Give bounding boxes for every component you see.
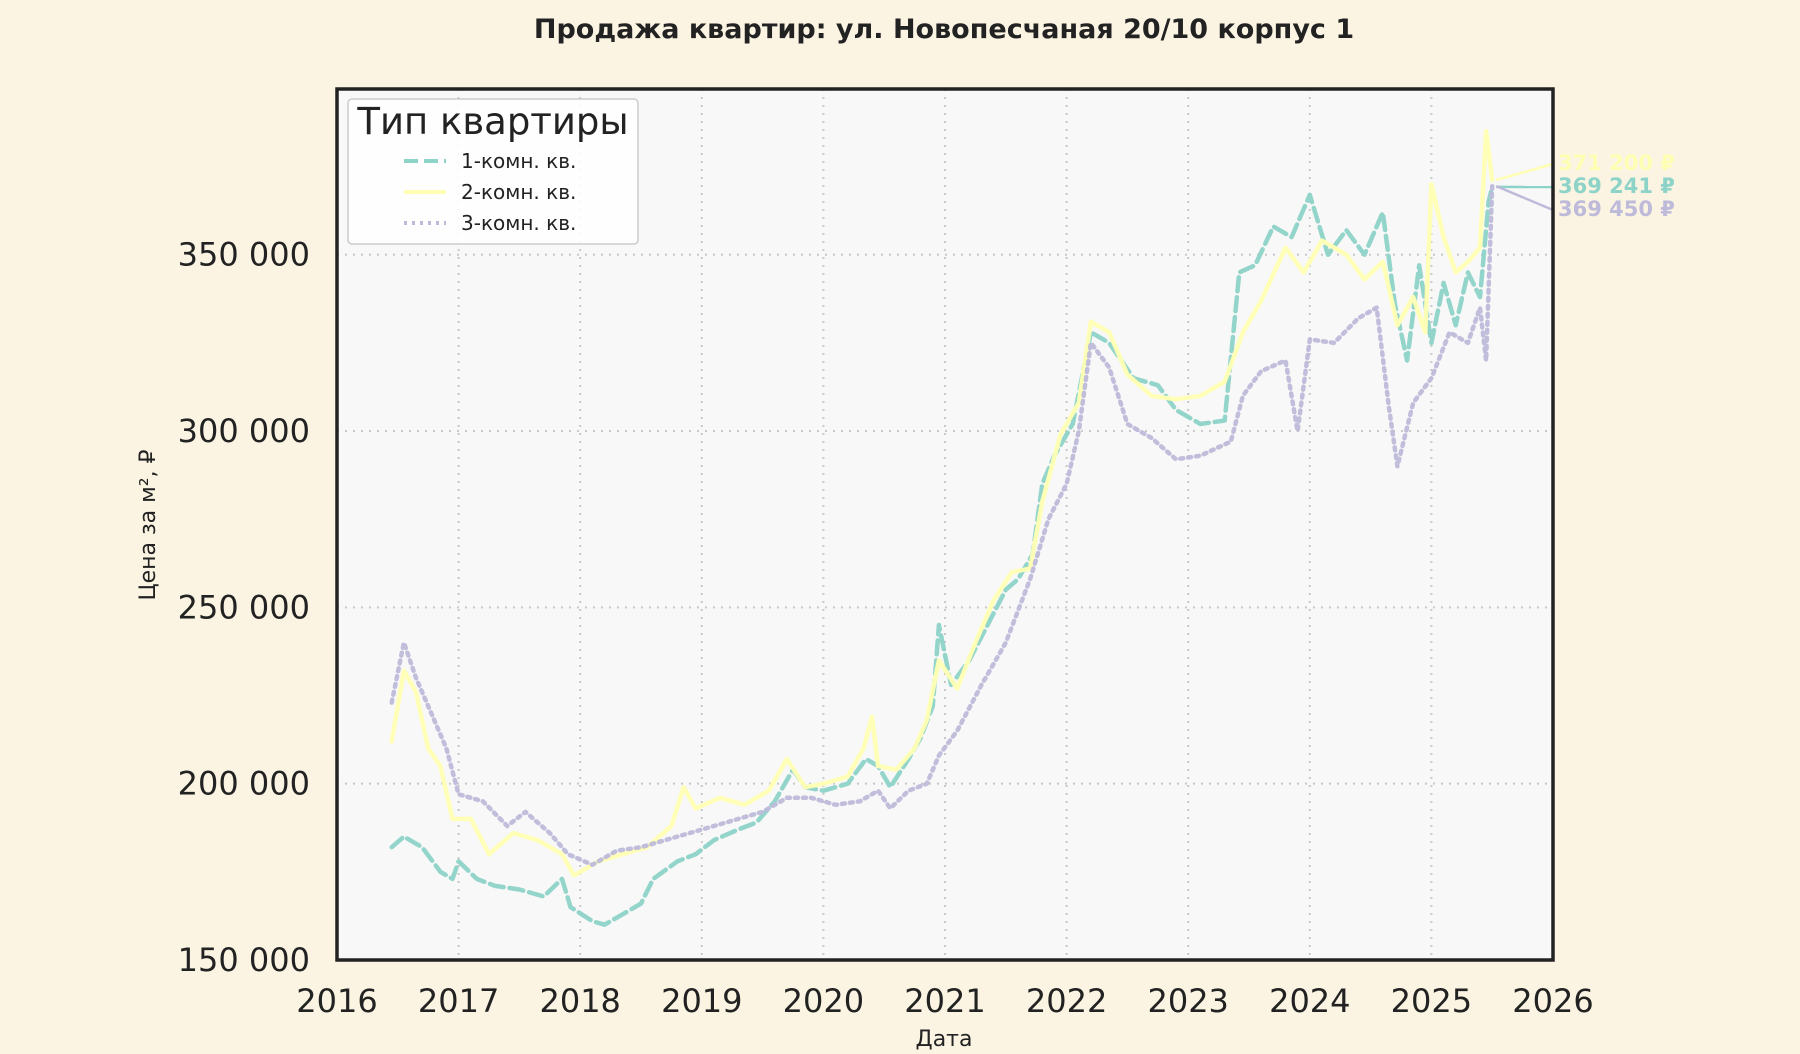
x-axis-title: Дата (916, 1027, 973, 1050)
x-tick-label: 2017 (418, 982, 499, 1020)
legend-label: 2-комн. кв. (461, 180, 576, 204)
end-label: 371 200 ₽ (1558, 151, 1675, 175)
legend: Тип квартиры 1-комн. кв. 2-комн. кв. 3-ком… (348, 99, 638, 244)
x-axis: 2016 2017 2018 2019 2020 2021 2022 2023 2024 2025… (296, 982, 1593, 1020)
y-tick-label: 150 000 (178, 941, 310, 979)
legend-label: 1-комн. кв. (461, 149, 576, 173)
x-tick-label: 2023 (1147, 982, 1228, 1020)
y-axis: 150 000 200 000 250 000 300 000 350 000 (178, 236, 310, 979)
y-tick-label: 200 000 (178, 765, 310, 803)
x-tick-label: 2016 (296, 982, 377, 1020)
end-label: 369 241 ₽ (1558, 174, 1675, 198)
x-tick-label: 2025 (1391, 982, 1472, 1020)
x-tick-label: 2019 (661, 982, 742, 1020)
y-tick-label: 350 000 (178, 236, 310, 274)
end-label: 369 450 ₽ (1558, 197, 1675, 221)
legend-label: 3-комн. кв. (461, 211, 576, 235)
legend-title: Тип квартиры (356, 100, 628, 143)
x-tick-label: 2022 (1026, 982, 1107, 1020)
x-tick-label: 2026 (1512, 982, 1593, 1020)
y-tick-label: 250 000 (178, 588, 310, 626)
y-tick-label: 300 000 (178, 412, 310, 450)
y-axis-title: Цена за м², ₽ (136, 449, 161, 600)
x-tick-label: 2018 (539, 982, 620, 1020)
x-tick-label: 2020 (783, 982, 864, 1020)
legend-items: 1-комн. кв. 2-комн. кв. 3-комн. кв. (404, 149, 576, 235)
x-tick-label: 2021 (904, 982, 985, 1020)
chart-title: Продажа квартир: ул. Новопесчаная 20/10 … (534, 14, 1354, 45)
x-tick-label: 2024 (1269, 982, 1350, 1020)
